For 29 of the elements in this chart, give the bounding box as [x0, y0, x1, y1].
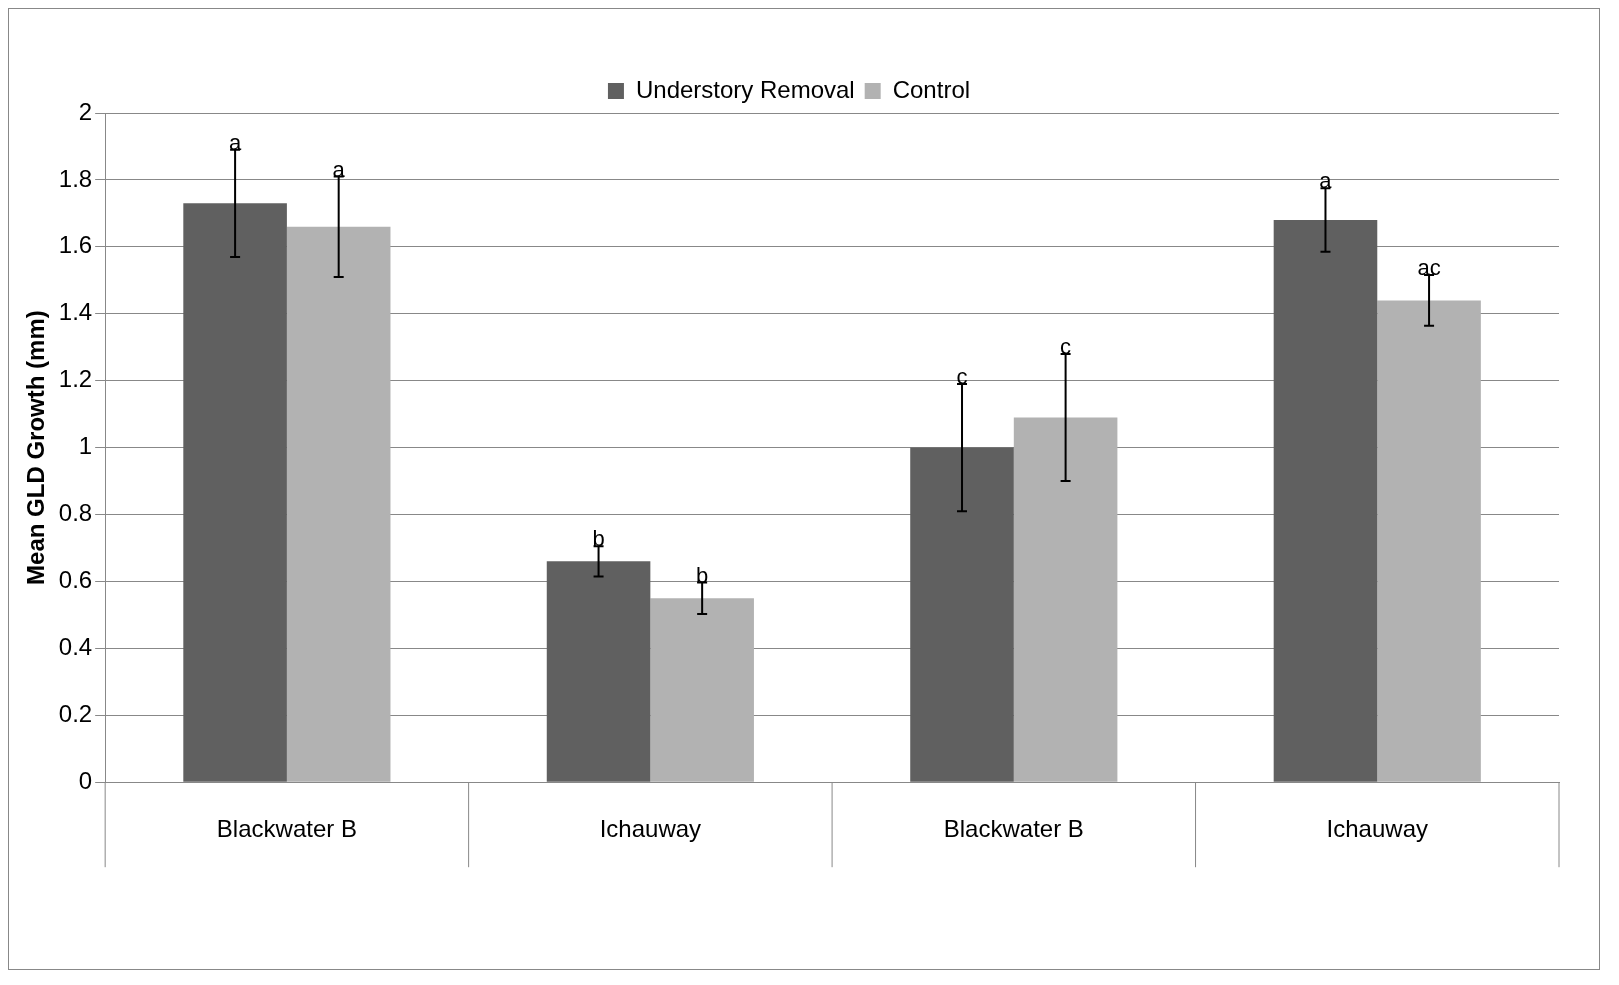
bar	[286, 226, 391, 782]
bar	[650, 598, 754, 782]
x-tick-label: Ichauway	[599, 815, 702, 843]
legend-label: Control	[892, 75, 971, 103]
data-label: ac	[1417, 255, 1441, 281]
y-tick-label: 2	[78, 97, 93, 125]
y-tick-label: 0.2	[58, 699, 93, 727]
y-tick-label: 1.2	[58, 365, 93, 393]
y-tick-label: 1.6	[58, 231, 93, 259]
bar	[1013, 417, 1118, 782]
bar	[1273, 220, 1378, 782]
bar	[1377, 300, 1481, 782]
bar	[183, 203, 287, 782]
y-tick-label: 1.8	[58, 164, 93, 192]
y-axis-title: Mean GLD Growth (mm)	[22, 310, 50, 585]
bar	[546, 561, 651, 782]
legend-label: Understory Removal	[635, 75, 855, 103]
bar	[910, 447, 1014, 782]
y-tick-label: 1	[78, 432, 93, 460]
y-tick-label: 0	[78, 766, 93, 794]
data-label: a	[1319, 168, 1333, 194]
y-tick-label: 0.4	[58, 632, 93, 660]
data-label: b	[592, 526, 605, 552]
x-tick-label: Ichauway	[1326, 815, 1428, 843]
y-tick-label: 1.4	[58, 298, 93, 326]
x-tick-label: Blackwater B	[216, 815, 357, 843]
y-tick-label: 0.8	[58, 499, 93, 527]
x-tick-label: Blackwater B	[943, 815, 1084, 843]
y-tick-label: 0.6	[58, 566, 93, 594]
